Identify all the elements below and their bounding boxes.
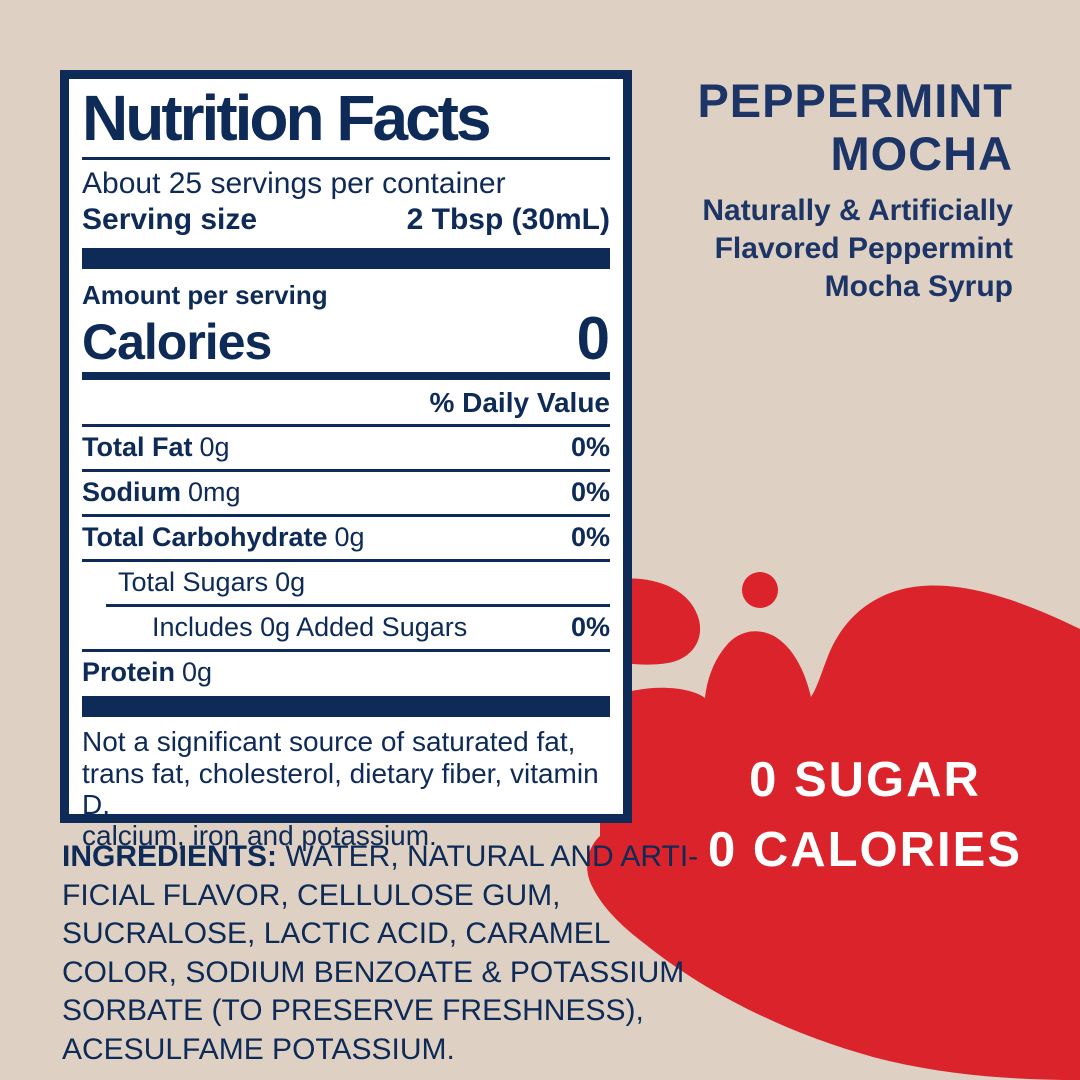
divider xyxy=(82,468,610,472)
daily-value-header: % Daily Value xyxy=(429,386,610,418)
daily-value: 0% xyxy=(570,431,610,462)
product-description-line: Flavored Peppermint xyxy=(714,232,1013,265)
calories-label: Calories xyxy=(82,314,272,371)
amount-per-serving-label: Amount per serving xyxy=(82,279,328,310)
ingredients-line: SORBATE (TO PRESERVE FRESHNESS), xyxy=(62,994,644,1027)
nutrition-facts-panel: Nutrition Facts About 25 servings per co… xyxy=(60,70,632,851)
product-description-line: Naturally & Artificially xyxy=(702,194,1013,227)
daily-value: 0% xyxy=(570,612,610,643)
divider xyxy=(82,649,610,653)
nutrient-name-amount: Includes 0g Added Sugars xyxy=(152,612,468,643)
claim-zero-sugar: 0 SUGAR xyxy=(749,753,981,807)
claims-block: 0 SUGAR 0 CALORIES xyxy=(650,756,1080,875)
nutrient-name-amount: Protein 0g xyxy=(82,657,213,688)
footnote-line: Not a significant source of saturated fa… xyxy=(82,726,576,758)
daily-value: 0% xyxy=(570,476,610,507)
footnote-line: calcium, iron and potassium. xyxy=(82,820,437,852)
divider-indented xyxy=(106,604,610,608)
nutrient-row-protein: Protein 0g xyxy=(82,652,610,694)
not-significant-source-note: Not a significant source of saturated fa… xyxy=(82,726,610,851)
daily-value: 0% xyxy=(570,522,610,552)
splash-droplet-icon xyxy=(742,572,778,608)
ingredients-label: INGREDIENTS: xyxy=(62,840,278,873)
product-description-line: Mocha Syrup xyxy=(824,270,1013,303)
product-description: Naturally & Artificially Flavored Pepper… xyxy=(697,192,1013,306)
nutrient-name-amount: Sodium 0mg xyxy=(82,476,241,507)
product-name-line: MOCHA xyxy=(830,127,1013,180)
nutrient-name-amount: Total Sugars 0g xyxy=(118,567,306,598)
servings-per-container: About 25 servings per container xyxy=(82,166,506,200)
nutrient-row-added-sugars: Includes 0g Added Sugars 0% xyxy=(82,607,610,649)
nutrient-row-total-carbohydrate: Total Carbohydrate 0g 0% xyxy=(82,517,610,559)
thick-divider xyxy=(82,247,610,269)
ingredients-line: COLOR, SODIUM BENZOATE & POTASSIUM xyxy=(62,955,685,989)
nutrient-name-amount: Total Carbohydrate 0g xyxy=(82,522,365,552)
calories-value: 0 xyxy=(576,304,610,372)
divider xyxy=(82,423,610,427)
ingredients-line: INGREDIENTS: WATER, NATURAL AND ARTI- xyxy=(62,840,699,873)
claim-zero-calories: 0 CALORIES xyxy=(707,823,1023,877)
nutrient-row-total-sugars: Total Sugars 0g xyxy=(82,562,610,604)
divider xyxy=(82,514,610,517)
ingredients-line: SUCRALOSE, LACTIC ACID, CARAMEL xyxy=(62,917,611,950)
product-name: PEPPERMINT MOCHA xyxy=(697,74,1013,180)
nutrient-name-amount: Total Fat 0g xyxy=(82,431,230,462)
ingredients-line: FICIAL FLAVOR, CELLULOSE GUM, xyxy=(62,878,561,912)
nutrition-facts-title: Nutrition Facts xyxy=(82,82,492,154)
splash-main-shape xyxy=(587,585,1080,1080)
brand-text-block: PEPPERMINT MOCHA Naturally & Artificiall… xyxy=(697,74,1013,306)
thick-divider xyxy=(82,696,610,718)
ingredients-line: ACESULFAME POTASSIUM. xyxy=(62,1032,455,1066)
divider xyxy=(82,559,610,563)
nutrient-row-total-fat: Total Fat 0g 0% xyxy=(82,427,610,469)
calories-row: Calories 0 xyxy=(82,304,610,372)
footnote-line: trans fat, cholesterol, dietary fiber, v… xyxy=(82,757,599,820)
medium-divider xyxy=(82,371,610,380)
ingredients-section: INGREDIENTS: WATER, NATURAL AND ARTI- FI… xyxy=(62,838,698,1069)
product-name-line: PEPPERMINT xyxy=(697,74,1013,127)
serving-size-row: Serving size 2 Tbsp (30mL) xyxy=(82,203,610,237)
serving-size-value: 2 Tbsp (30mL) xyxy=(406,203,610,237)
serving-size-label: Serving size xyxy=(82,203,258,237)
divider xyxy=(82,156,610,160)
nutrient-row-sodium: Sodium 0mg 0% xyxy=(82,472,610,514)
